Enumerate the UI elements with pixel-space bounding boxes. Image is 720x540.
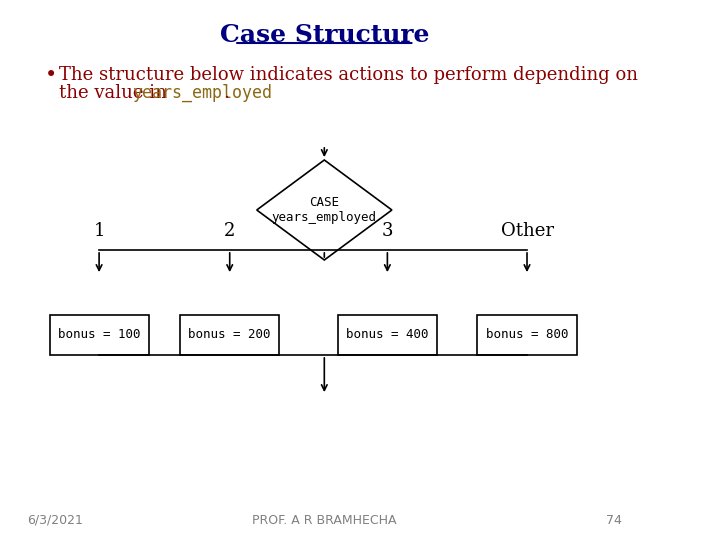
Text: •: • [45,65,58,84]
Text: years_employed: years_employed [272,212,377,225]
Text: 3: 3 [382,222,393,240]
Text: the value in: the value in [58,84,172,102]
Text: Case Structure: Case Structure [220,23,429,47]
Text: bonus = 200: bonus = 200 [189,328,271,341]
Text: 74: 74 [606,514,621,526]
Text: 6/3/2021: 6/3/2021 [27,514,83,526]
Text: bonus = 400: bonus = 400 [346,328,428,341]
Text: CASE: CASE [310,195,339,208]
Text: bonus = 800: bonus = 800 [486,328,568,341]
Text: 1: 1 [94,222,105,240]
Text: bonus = 100: bonus = 100 [58,328,140,341]
Text: years_employed: years_employed [132,84,272,102]
Text: Other: Other [500,222,554,240]
Text: The structure below indicates actions to perform depending on: The structure below indicates actions to… [58,66,637,84]
Text: PROF. A R BRAMHECHA: PROF. A R BRAMHECHA [252,514,397,526]
Text: .: . [223,84,229,102]
Text: 2: 2 [224,222,235,240]
